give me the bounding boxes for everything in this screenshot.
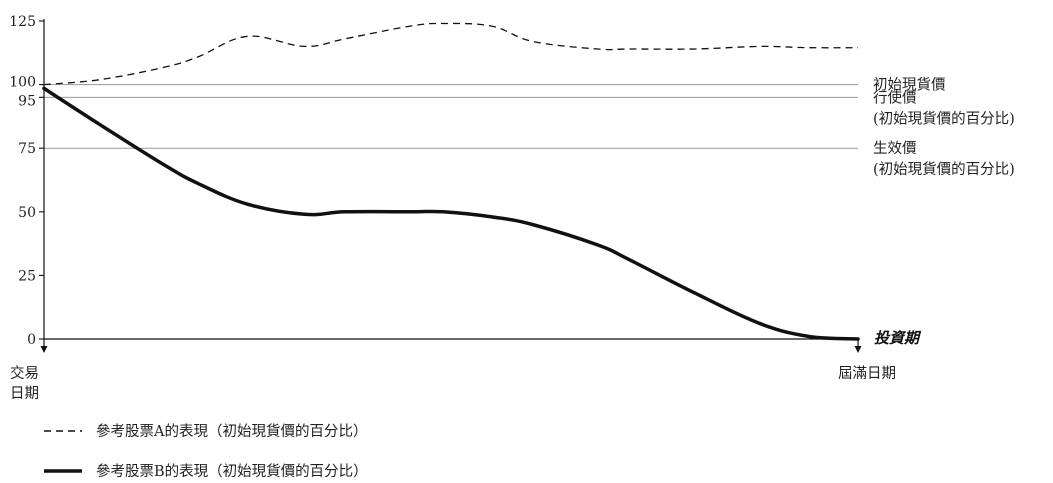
reference-label-95-line-1: 行使價	[873, 89, 917, 106]
legend-item-series-b: 參考股票B的表現（初始現貨價的百分比）	[44, 463, 368, 480]
series-a-line	[43, 22, 859, 86]
y-tick-group: 0 25 50 75 95 100 125	[9, 14, 44, 348]
x-axis-captions: 交易 日期 屆滿日期 投資期	[10, 329, 922, 402]
y-tick-label-100: 100	[9, 75, 36, 91]
reference-label-100-line-1: 初始現貨價	[873, 77, 946, 94]
y-tick-label-75: 75	[18, 141, 36, 157]
y-tick-label-50: 50	[18, 205, 36, 221]
axes	[40, 19, 862, 353]
legend-item-series-a: 參考股票A的表現（初始現貨價的百分比）	[44, 423, 367, 440]
y-tick-label-95: 95	[18, 93, 36, 109]
legend: 參考股票A的表現（初始現貨價的百分比） 參考股票B的表現（初始現貨價的百分比）	[44, 423, 368, 480]
x-end-label: 屆滿日期	[838, 365, 896, 382]
x-start-label-line-2: 日期	[10, 385, 39, 402]
series-b-line	[42, 86, 860, 341]
reference-lines	[44, 84, 858, 149]
y-tick-label-125: 125	[9, 14, 36, 30]
series-group	[42, 22, 860, 341]
reference-label-75-line-1: 生效價	[873, 140, 917, 157]
reference-label-75-line-2: (初始現貨價的百分比)	[873, 161, 1015, 178]
x-start-label-line-1: 交易	[10, 364, 39, 382]
y-tick-label-25: 25	[18, 268, 36, 284]
x-axis-label: 投資期	[874, 329, 922, 347]
reference-label-95-line-2: (初始現貨價的百分比)	[873, 110, 1015, 127]
legend-label-series-b: 參考股票B的表現（初始現貨價的百分比）	[96, 463, 368, 480]
end-arrow-icon	[854, 346, 862, 353]
legend-label-series-a: 參考股票A的表現（初始現貨價的百分比）	[96, 423, 367, 440]
start-arrow-icon	[40, 346, 48, 353]
y-tick-label-0: 0	[27, 332, 36, 348]
